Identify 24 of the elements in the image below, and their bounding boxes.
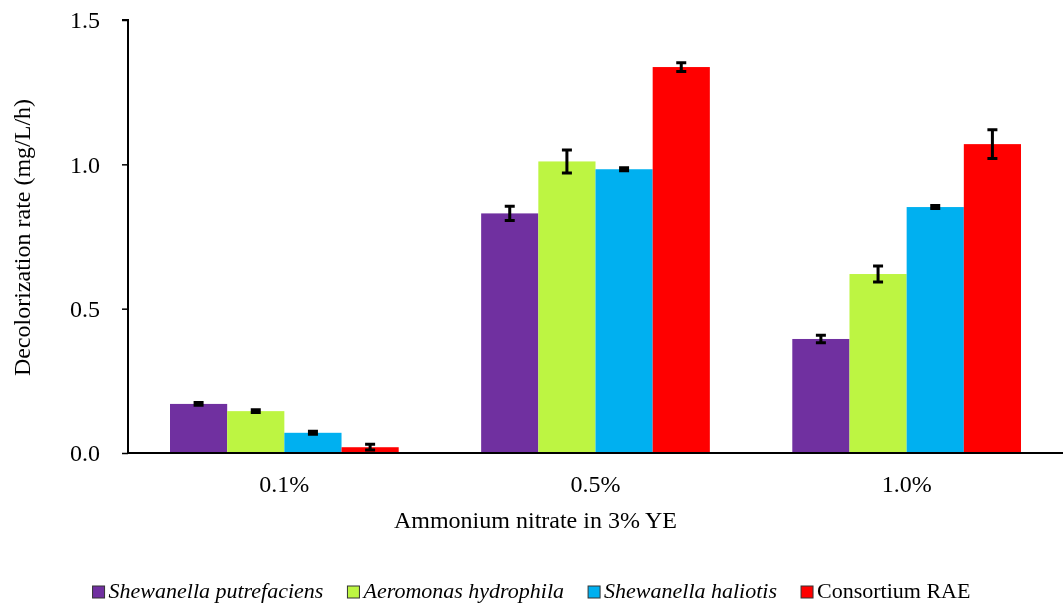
legend-label: Shewanella haliotis xyxy=(604,578,778,603)
bar xyxy=(792,338,850,453)
legend-label: Aeromonas hydrophila xyxy=(361,578,565,603)
bar xyxy=(849,274,907,453)
bar xyxy=(170,403,228,453)
bar xyxy=(227,411,285,453)
x-tick-label: 1.0% xyxy=(881,471,932,498)
legend-label: Consortium RAE xyxy=(817,578,971,603)
bar xyxy=(481,213,539,453)
bar xyxy=(284,432,342,453)
bar xyxy=(538,161,596,453)
y-tick-label: 0.5 xyxy=(70,295,100,322)
legend-label: Shewanella putrefaciens xyxy=(108,578,324,603)
bar xyxy=(595,169,653,453)
y-tick-label: 1.0 xyxy=(70,151,100,178)
y-axis-title: Decolorization rate (mg/L/h) xyxy=(9,98,35,377)
bar xyxy=(963,144,1021,453)
y-tick-label: 1.5 xyxy=(70,7,100,34)
y-tick-label: 0.0 xyxy=(70,440,100,467)
bar xyxy=(906,207,964,453)
x-tick-label: 0.1% xyxy=(259,471,310,498)
bar xyxy=(652,67,710,453)
x-axis-title: Ammonium nitrate in 3% YE xyxy=(393,507,678,533)
x-tick-label: 0.5% xyxy=(570,471,621,498)
